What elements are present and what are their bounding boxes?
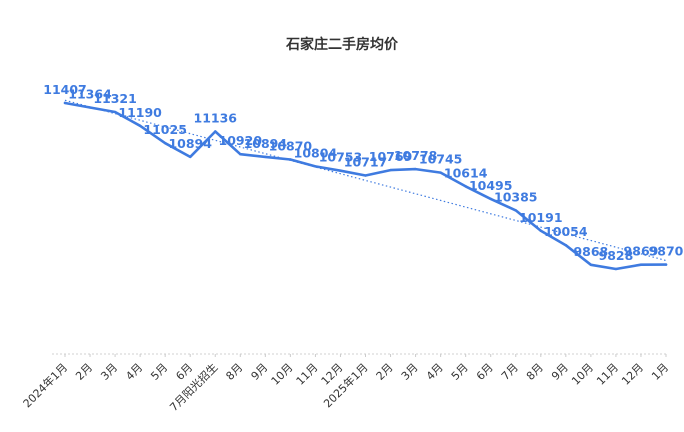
data-point (88, 106, 92, 109)
data-point (339, 169, 342, 172)
data-point (63, 101, 67, 105)
x-tick-label: 8月 (524, 361, 546, 383)
data-label: 10495 (469, 178, 513, 193)
data-point (239, 152, 242, 156)
x-tick-label: 2月 (73, 361, 95, 383)
data-label: 10870 (269, 138, 313, 153)
data-point (439, 171, 442, 174)
data-label: 11190 (118, 105, 162, 120)
x-tick-label: 5月 (449, 361, 471, 383)
data-point (264, 155, 267, 159)
data-point (639, 263, 643, 266)
data-point (364, 174, 367, 177)
data-label: 10804 (294, 145, 338, 160)
data-point (414, 167, 417, 171)
x-tick-label: 10月 (269, 361, 296, 388)
data-label: 10745 (419, 152, 463, 167)
x-tick-label: 11月 (294, 361, 321, 388)
x-tick-label: 10月 (569, 361, 596, 388)
data-label: 9828 (599, 248, 634, 263)
data-point (614, 267, 618, 271)
x-tick-label: 12月 (619, 361, 646, 388)
data-point (514, 209, 517, 212)
data-point (589, 263, 593, 266)
data-point (564, 244, 568, 247)
x-tick-label: 4月 (424, 361, 446, 383)
data-point (163, 141, 167, 145)
x-tick-label: 8月 (223, 361, 245, 383)
x-tick-label: 9月 (249, 361, 271, 383)
data-label: 11321 (93, 91, 137, 106)
data-point (539, 229, 542, 233)
chart-title: 石家庄二手房均价 (286, 37, 398, 53)
data-point (389, 168, 392, 172)
data-point (214, 130, 217, 133)
x-tick-label: 2024年1月 (20, 360, 70, 410)
data-point (113, 110, 117, 114)
data-point (189, 155, 192, 159)
x-tick-label: 9月 (549, 361, 571, 383)
data-label: 9868 (573, 244, 608, 259)
x-tick-label: 5月 (148, 361, 170, 383)
x-tick-label: 2月 (374, 361, 396, 383)
x-tick-label: 7月 (499, 361, 521, 383)
data-point (138, 124, 142, 128)
data-label: 10385 (494, 189, 538, 204)
data-label: 11025 (143, 122, 187, 137)
data-point (489, 197, 492, 201)
x-tick-label: 3月 (399, 361, 421, 383)
data-point (314, 165, 317, 168)
data-label: 10769 (369, 149, 413, 164)
data-label: 11407 (43, 82, 87, 97)
data-label: 11364 (68, 87, 112, 102)
data-label: 10753 (319, 150, 363, 165)
data-label: 10717 (344, 155, 388, 170)
data-label: 10894 (244, 136, 288, 151)
data-label: 11136 (194, 110, 238, 125)
x-tick-label: 6月 (474, 361, 496, 383)
data-label: 10054 (544, 224, 588, 239)
x-tick-label: 3月 (98, 361, 120, 383)
data-label: 10920 (219, 133, 263, 148)
x-tick-label: 1月 (649, 361, 671, 383)
data-label: 9869 (624, 244, 659, 259)
data-label: 10614 (444, 165, 488, 180)
data-label: 10778 (394, 148, 438, 163)
data-label: 10894 (168, 136, 212, 151)
x-tick-label: 11月 (594, 361, 621, 388)
data-label: 10191 (519, 210, 563, 225)
data-point (289, 158, 292, 161)
data-label: 9870 (649, 244, 684, 259)
data-point (464, 185, 467, 188)
data-point (664, 263, 668, 266)
x-tick-label: 4月 (123, 361, 145, 383)
